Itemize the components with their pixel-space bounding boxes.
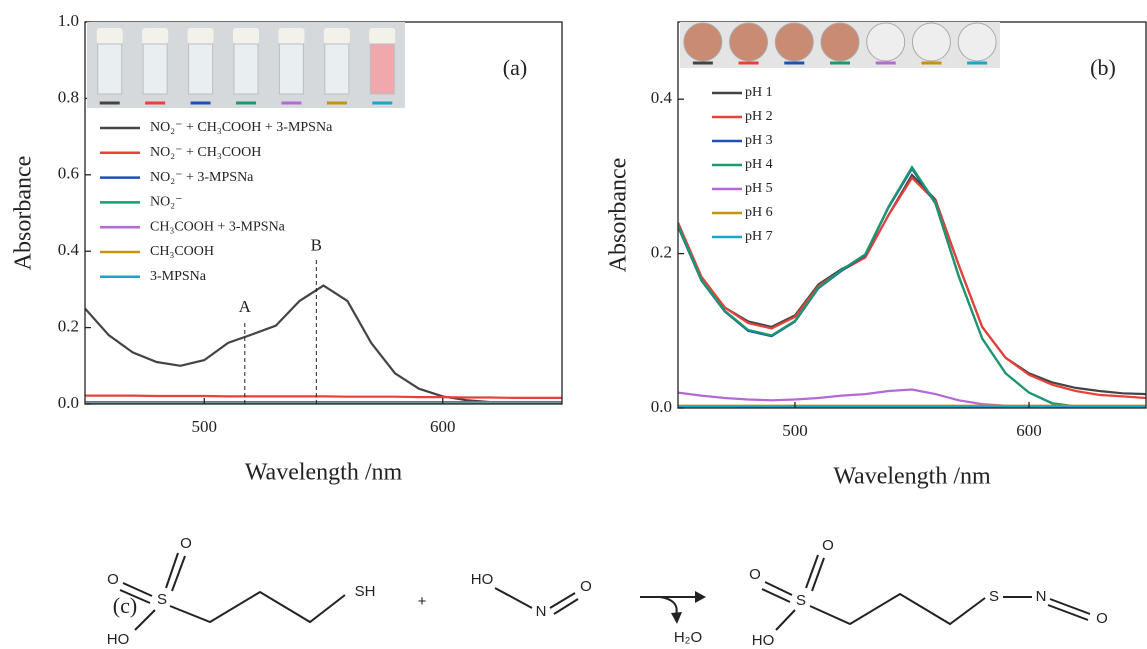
scheme-text: N [536, 603, 547, 620]
scheme-text: O [822, 537, 834, 554]
y-tick-label: 0.0 [651, 397, 672, 416]
panel-label: (a) [503, 55, 527, 80]
series-line [678, 388, 1146, 408]
x-tick-label: 600 [1016, 421, 1042, 440]
x-tick-label: 600 [430, 417, 456, 436]
scheme-text: O [107, 571, 119, 588]
vial-cap [369, 28, 396, 44]
legend-label: pH 4 [745, 157, 773, 172]
dish [774, 22, 814, 62]
scheme-text: HO [107, 631, 130, 648]
y-tick-label: 0.2 [651, 243, 672, 262]
legend-label: NO₂⁻ + 3-MPSNa [150, 170, 254, 185]
x-axis-label: Wavelength /nm [245, 460, 403, 486]
y-tick-label: 0.0 [58, 393, 79, 412]
vial-body [278, 43, 304, 95]
scheme-text: S [989, 588, 999, 605]
y-tick-label: 0.4 [651, 88, 673, 107]
panel-label: (b) [1090, 55, 1116, 80]
y-tick-label: 0.8 [58, 87, 79, 106]
legend-label: 3-MPSNa [150, 269, 207, 284]
scheme-text: O [180, 535, 192, 552]
y-axis-label: Absorbance [606, 158, 632, 273]
series-line [85, 284, 562, 404]
vial-cap [187, 28, 214, 44]
vial-body [97, 43, 123, 95]
vial-body [324, 43, 350, 95]
dish [683, 22, 723, 62]
series-line [85, 394, 562, 399]
dish [911, 22, 951, 62]
reaction-bonds [119, 552, 1091, 631]
scheme-text: HO [471, 571, 494, 588]
vial-body [233, 43, 259, 95]
vial-body [142, 43, 168, 95]
plot-1: pH 1 pH 2 pH 3 pH 4 pH 5 pH 6 pH 7 0.0 0.2 0.4 500… [606, 21, 1147, 490]
legend-label: CH₃COOH [150, 244, 214, 259]
legend-label: pH 5 [745, 181, 773, 196]
scheme-text: S [157, 591, 167, 608]
dish [820, 22, 860, 62]
legend-label: NO₂⁻ + CH₃COOH + 3-MPSNa [150, 120, 333, 135]
y-tick-label: 0.2 [58, 317, 79, 336]
legend-label: pH 2 [745, 109, 773, 124]
y-axis-label: Absorbance [11, 156, 37, 271]
scheme-text: O [749, 566, 761, 583]
scheme-text: S [796, 592, 806, 609]
legend-label: pH 1 [745, 85, 773, 100]
x-tick-label: 500 [782, 421, 808, 440]
scheme-text: H₂O [674, 629, 702, 646]
scheme-text: N [1036, 588, 1047, 605]
series-line [678, 173, 1146, 396]
x-tick-label: 500 [192, 417, 218, 436]
annotation-label: A [239, 297, 252, 316]
vial-cap [233, 28, 259, 44]
scheme-text: HO [752, 632, 775, 649]
vial-body [188, 43, 214, 95]
scheme-text: O [580, 578, 592, 595]
vial-cap [96, 28, 123, 44]
legend-label: CH₃COOH + 3-MPSNa [150, 219, 286, 234]
scheme-text: + [418, 593, 427, 610]
vial-body [369, 43, 395, 95]
legend-label: NO₂⁻ + CH₃COOH [150, 145, 261, 160]
plot-0: NO₂⁻ + CH₃COOH + 3-MPSNa NO₂⁻ + CH₃COOH NO… [11, 11, 563, 486]
dish [866, 22, 906, 62]
legend-label: NO₂⁻ [150, 195, 183, 210]
scheme-text: O [1096, 610, 1108, 627]
y-tick-label: 0.4 [58, 240, 80, 259]
series-line [678, 165, 1146, 408]
legend-label: pH 3 [745, 133, 773, 148]
annotation-label: B [311, 236, 322, 255]
vial-cap [142, 28, 169, 44]
legend-label: pH 6 [745, 205, 773, 220]
legend-label: pH 7 [745, 229, 773, 244]
series-line [678, 176, 1146, 400]
y-tick-label: 1.0 [58, 11, 79, 30]
scheme-text: SH [355, 583, 376, 600]
y-tick-label: 0.6 [58, 164, 79, 183]
scheme-label: (c) [113, 593, 137, 618]
vial-cap [278, 28, 305, 44]
dish [729, 22, 769, 62]
x-axis-label: Wavelength /nm [833, 464, 991, 490]
dish [957, 22, 997, 62]
vial-cap [323, 28, 350, 44]
